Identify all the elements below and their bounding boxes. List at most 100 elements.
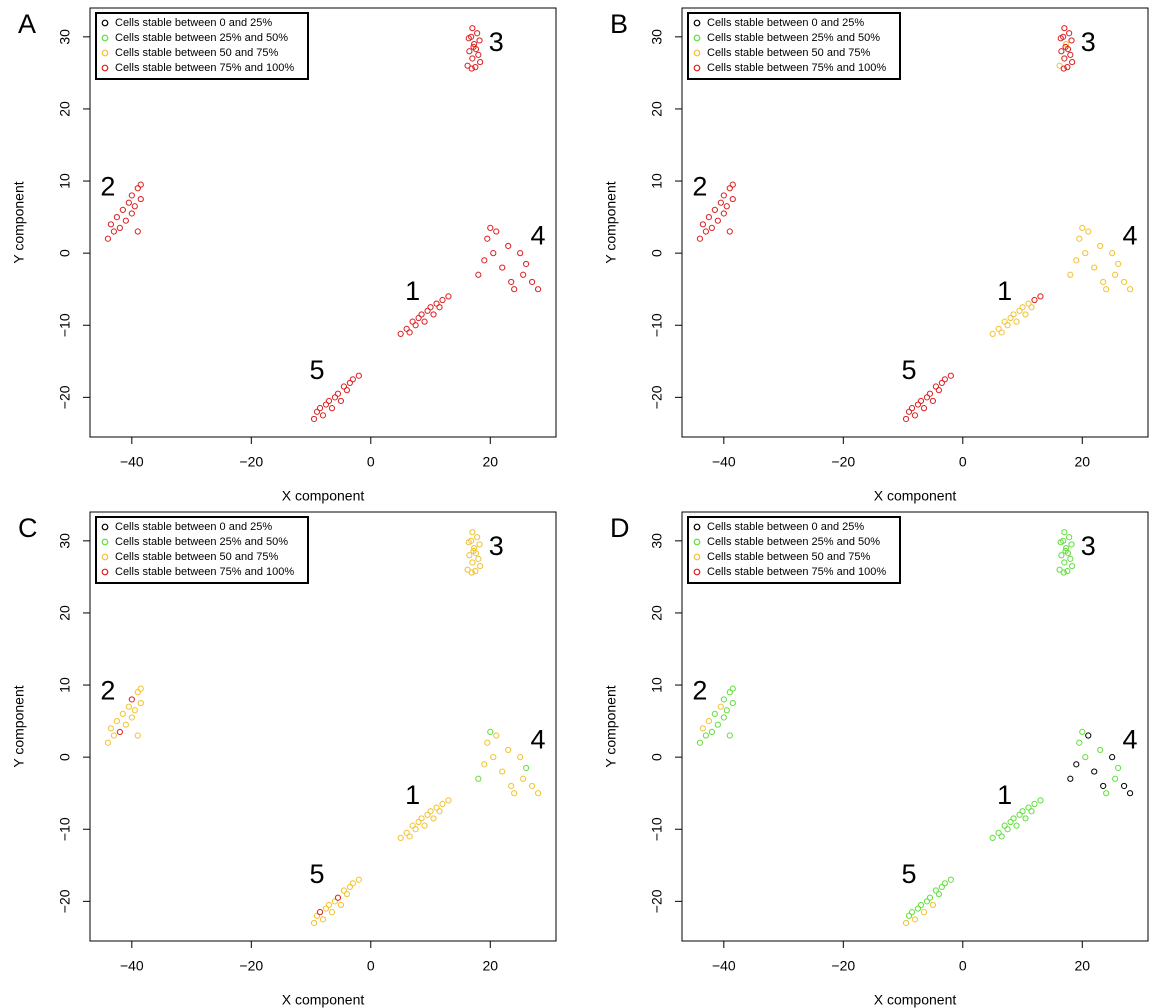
- point: [1057, 35, 1064, 42]
- point: [319, 916, 327, 923]
- point: [902, 415, 910, 423]
- point: [941, 880, 948, 887]
- point: [436, 808, 443, 815]
- point: [1068, 541, 1075, 548]
- legend-box: [95, 516, 309, 584]
- point: [908, 405, 916, 412]
- legend-label: Cells stable between 75% and 100%: [115, 566, 294, 578]
- legend-label: Cells stable between 0 and 25%: [115, 17, 272, 29]
- cluster-label: 3: [1081, 27, 1096, 57]
- point: [711, 206, 718, 213]
- point: [1031, 800, 1038, 808]
- point: [316, 909, 324, 916]
- point: [415, 314, 422, 322]
- point: [406, 833, 413, 840]
- point: [523, 764, 530, 772]
- point: [1060, 65, 1067, 72]
- point: [134, 689, 141, 696]
- point: [469, 55, 476, 62]
- point: [1082, 250, 1089, 257]
- point: [1013, 822, 1020, 829]
- point: [729, 181, 736, 188]
- point: [430, 311, 437, 318]
- point: [1057, 539, 1064, 546]
- x-tick-label: 0: [959, 958, 967, 974]
- point: [1016, 811, 1023, 818]
- point: [1061, 529, 1068, 536]
- point: [1126, 790, 1134, 797]
- point: [1091, 768, 1098, 775]
- point: [107, 221, 115, 228]
- legend-marker: [693, 34, 701, 42]
- cluster-label: 4: [1123, 220, 1138, 250]
- y-tick-label: 20: [649, 101, 665, 117]
- point: [131, 707, 138, 714]
- panel: A −40 −20 0 20 −20 −10 0 10 20 30 X component Y comp…: [11, 7, 557, 504]
- y-tick-label: −20: [649, 385, 665, 409]
- legend-marker: [101, 523, 109, 531]
- plot-frame: [89, 511, 557, 942]
- point: [917, 397, 925, 405]
- legend-marker: [101, 538, 109, 546]
- point: [113, 213, 120, 221]
- point: [397, 834, 404, 841]
- point: [470, 547, 477, 555]
- point: [932, 383, 940, 390]
- point: [1068, 37, 1075, 44]
- point: [714, 721, 721, 728]
- point: [708, 224, 715, 232]
- point: [905, 912, 913, 919]
- cluster-label: 4: [531, 220, 546, 250]
- x-tick-label: 20: [482, 454, 498, 470]
- y-axis-label: Y component: [603, 181, 619, 263]
- point: [702, 228, 709, 235]
- legend-label: Cells stable between 25% and 50%: [707, 32, 880, 44]
- point: [1067, 51, 1074, 58]
- legend-marker: [101, 19, 109, 27]
- point: [508, 782, 515, 790]
- point: [484, 739, 491, 746]
- point: [908, 909, 916, 916]
- y-tick-label: −10: [649, 313, 665, 337]
- point: [1001, 318, 1008, 325]
- point: [1010, 311, 1017, 318]
- point: [439, 800, 446, 808]
- y-tick-label: 10: [649, 677, 665, 693]
- legend-marker: [693, 64, 701, 72]
- point: [726, 185, 733, 192]
- point: [128, 192, 135, 199]
- point: [424, 811, 431, 818]
- point: [116, 728, 123, 736]
- point: [1069, 58, 1076, 66]
- point: [1069, 562, 1076, 570]
- point: [349, 376, 356, 383]
- point: [355, 876, 362, 883]
- point: [998, 833, 1005, 840]
- point: [331, 394, 339, 401]
- point: [464, 566, 471, 573]
- point: [137, 195, 144, 203]
- point: [923, 898, 931, 905]
- point: [472, 64, 479, 71]
- point: [475, 271, 482, 278]
- point: [1112, 271, 1119, 278]
- point: [110, 228, 117, 235]
- point: [1058, 552, 1065, 559]
- point: [433, 804, 440, 811]
- point: [128, 210, 135, 217]
- point: [511, 790, 518, 797]
- point: [474, 30, 481, 37]
- point: [998, 329, 1005, 336]
- point: [499, 768, 506, 775]
- point: [104, 739, 112, 746]
- cluster-label: 1: [405, 276, 420, 306]
- point: [1061, 559, 1068, 566]
- point: [935, 387, 942, 394]
- point: [1066, 30, 1073, 37]
- point: [729, 195, 736, 203]
- x-axis-label: X component: [282, 488, 365, 504]
- point: [729, 685, 736, 692]
- point: [699, 221, 707, 228]
- point: [1097, 242, 1104, 250]
